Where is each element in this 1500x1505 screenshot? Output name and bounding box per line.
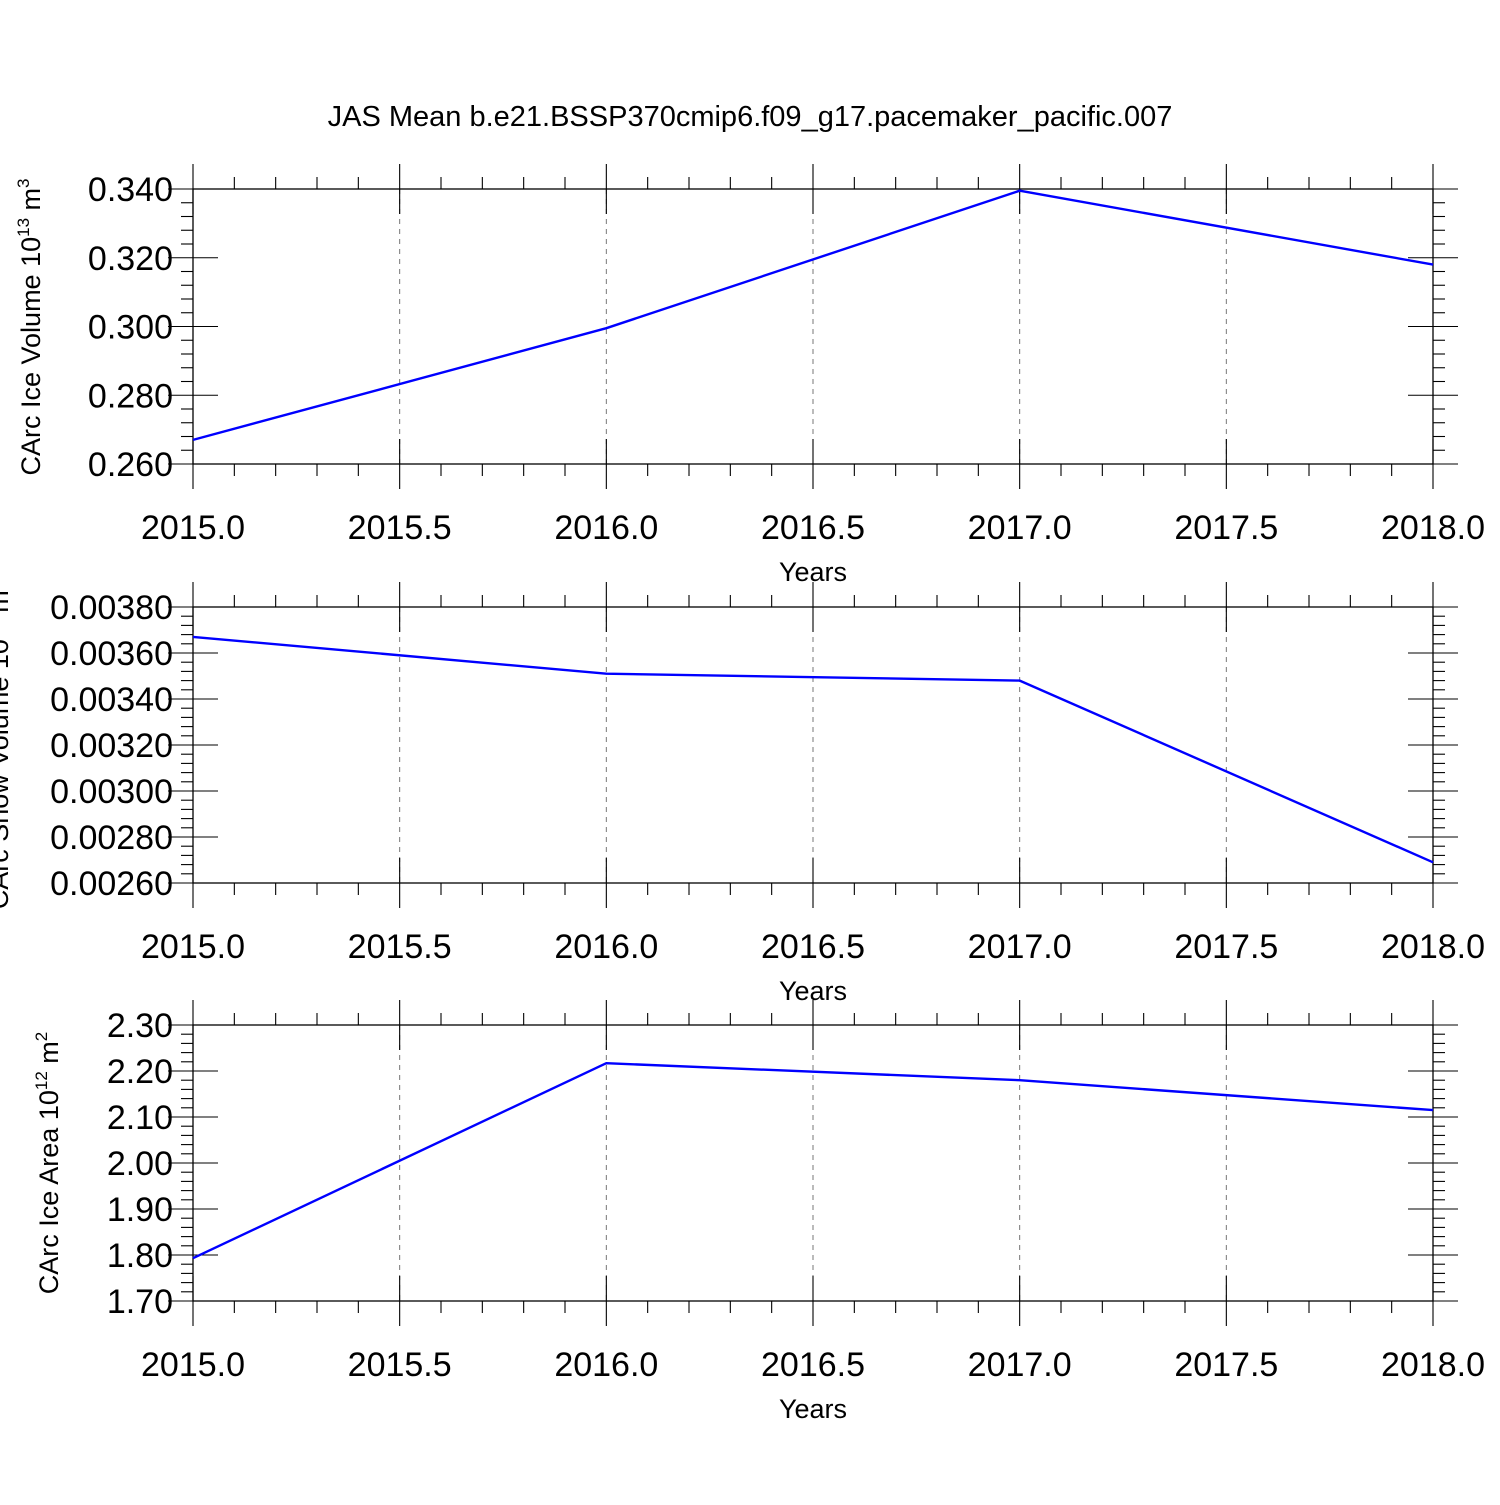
y-tick-label: 2.00 bbox=[107, 1145, 173, 1183]
y-tick-label: 2.30 bbox=[107, 1007, 173, 1045]
y-tick-label: 1.80 bbox=[107, 1237, 173, 1275]
x-tick-label: 2015.5 bbox=[348, 928, 452, 966]
y-tick-label: 1.90 bbox=[107, 1191, 173, 1229]
y-axis-label-unit: m bbox=[0, 590, 14, 620]
y-tick-label: 2.10 bbox=[107, 1099, 173, 1137]
x-tick-label: 2016.0 bbox=[554, 509, 658, 547]
x-tick-label: 2016.5 bbox=[761, 509, 865, 547]
y-axis-label: CArc Snow Volume 1013 m3 bbox=[0, 581, 14, 910]
chart-title: JAS Mean b.e21.BSSP370cmip6.f09_g17.pace… bbox=[328, 101, 1173, 133]
y-tick-label: 1.70 bbox=[107, 1283, 173, 1321]
x-tick-label: 2015.5 bbox=[348, 1346, 452, 1384]
y-axis-label: CArc Ice Volume 1013 m3 bbox=[14, 178, 46, 475]
y-axis-label-exponent: 13 bbox=[14, 218, 33, 237]
y-axis-label: CArc Ice Area 1012 m2 bbox=[32, 1032, 64, 1295]
x-tick-label: 2017.5 bbox=[1174, 928, 1278, 966]
y-tick-label: 2.20 bbox=[107, 1053, 173, 1091]
y-tick-label: 0.00320 bbox=[50, 727, 173, 765]
y-tick-label: 0.320 bbox=[88, 240, 173, 278]
y-tick-label: 0.300 bbox=[88, 309, 173, 347]
x-axis-label: Years bbox=[779, 1394, 847, 1424]
y-axis-label-unit-exponent: 3 bbox=[14, 178, 33, 187]
y-axis-label-text: CArc Ice Area 10 bbox=[34, 1090, 64, 1294]
series-line bbox=[192, 635, 1434, 864]
y-axis-label-unit-exponent: 3 bbox=[0, 581, 1, 590]
series-line bbox=[192, 1061, 1434, 1260]
x-tick-label: 2017.5 bbox=[1174, 509, 1278, 547]
chart-panel-1: 2015.0 2015.5 2016.0 2016.5 2017.0 2017.5 2018… bbox=[14, 164, 1485, 587]
x-tick-label: 2016.0 bbox=[554, 928, 658, 966]
y-tick-label: 0.340 bbox=[88, 171, 173, 209]
y-tick-label: 0.00380 bbox=[50, 589, 173, 627]
x-tick-label: 2015.0 bbox=[141, 928, 245, 966]
y-tick-label: 0.260 bbox=[88, 446, 173, 484]
y-tick-label: 0.00260 bbox=[50, 865, 173, 903]
y-tick-label: 0.00280 bbox=[50, 819, 173, 857]
x-tick-label: 2016.5 bbox=[761, 928, 865, 966]
x-tick-label: 2017.0 bbox=[968, 1346, 1072, 1384]
x-tick-label: 2017.0 bbox=[968, 928, 1072, 966]
x-tick-label: 2016.5 bbox=[761, 1346, 865, 1384]
x-tick-label: 2015.5 bbox=[348, 509, 452, 547]
x-tick-label: 2016.0 bbox=[554, 1346, 658, 1384]
y-axis-label-text: CArc Snow Volume 10 bbox=[0, 639, 14, 909]
x-tick-label: 2018.0 bbox=[1381, 509, 1485, 547]
y-axis-label-exponent: 12 bbox=[32, 1071, 51, 1090]
x-tick-label: 2015.0 bbox=[141, 509, 245, 547]
y-tick-label: 0.00300 bbox=[50, 773, 173, 811]
series-line bbox=[192, 189, 1434, 442]
chart-panel-3: 2015.0 2015.5 2016.0 2016.5 2017.0 2017.5 2018… bbox=[32, 1000, 1485, 1424]
y-tick-label: 0.00340 bbox=[50, 681, 173, 719]
x-tick-label: 2017.5 bbox=[1174, 1346, 1278, 1384]
y-tick-label: 0.00360 bbox=[50, 635, 173, 673]
x-tick-label: 2015.0 bbox=[141, 1346, 245, 1384]
y-tick-label: 0.280 bbox=[88, 377, 173, 415]
y-axis-label-unit: m bbox=[16, 188, 46, 218]
x-tick-label: 2017.0 bbox=[968, 509, 1072, 547]
chart-panel-2: 2015.0 2015.5 2016.0 2016.5 2017.0 2017.5 2018… bbox=[0, 581, 1485, 1006]
y-axis-label-exponent: 13 bbox=[0, 620, 1, 639]
x-tick-label: 2018.0 bbox=[1381, 928, 1485, 966]
x-tick-label: 2018.0 bbox=[1381, 1346, 1485, 1384]
y-axis-label-text: CArc Ice Volume 10 bbox=[16, 237, 46, 476]
y-axis-label-unit: m bbox=[34, 1041, 64, 1071]
y-axis-label-unit-exponent: 2 bbox=[32, 1032, 51, 1041]
